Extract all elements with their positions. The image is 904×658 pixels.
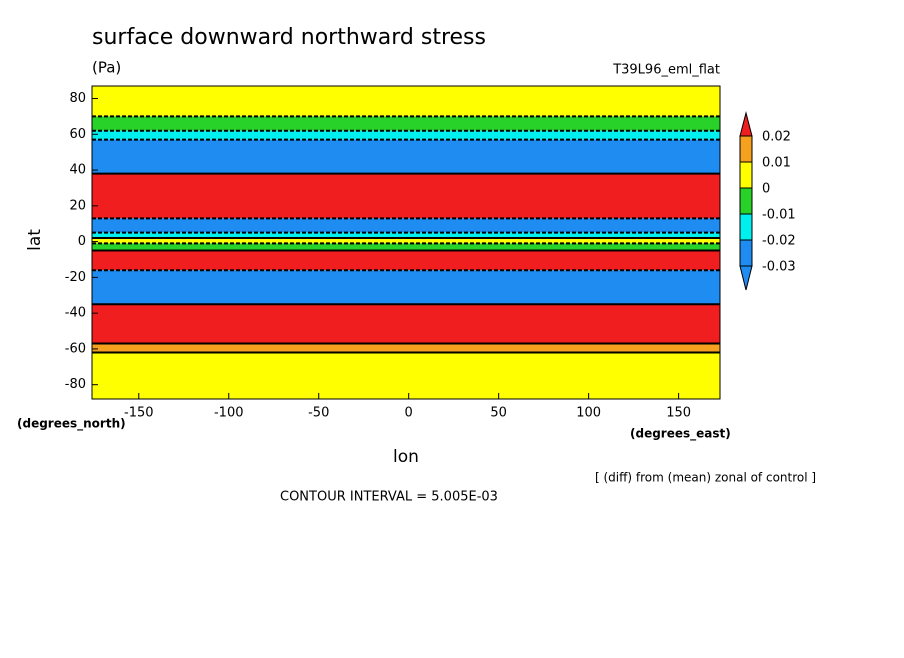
y-tick-label: -20 xyxy=(65,270,86,285)
units: (Pa) xyxy=(92,59,121,77)
colorbar-arrow xyxy=(739,265,753,291)
colorbar-label: 0.01 xyxy=(762,156,791,171)
y-tick-label: 40 xyxy=(69,163,86,178)
x-axis-label: lon xyxy=(393,447,419,467)
contour-band xyxy=(92,139,720,174)
y-tick-label: 20 xyxy=(69,198,86,213)
contour-band xyxy=(92,250,720,271)
colorbar-label: 0 xyxy=(762,182,770,197)
contour-band xyxy=(92,232,720,239)
y-axis-label: lat xyxy=(25,229,45,251)
x-units: (degrees_east) xyxy=(630,427,731,442)
contour-band xyxy=(92,86,720,117)
contour-band xyxy=(92,270,720,305)
plot-frame xyxy=(91,85,721,400)
x-tick-label: 50 xyxy=(490,406,507,421)
y-tick-label: 80 xyxy=(69,91,86,106)
x-tick-label: 100 xyxy=(576,406,601,421)
dataset: T39L96_eml_flat xyxy=(612,63,720,78)
y-tick-label: -40 xyxy=(65,306,86,321)
contour-band xyxy=(92,218,720,233)
contour-band xyxy=(92,116,720,131)
colorbar-segment xyxy=(739,213,753,241)
colorbar-label: -0.02 xyxy=(762,234,796,249)
x-tick-label: -50 xyxy=(308,406,329,421)
contour-band xyxy=(92,304,720,344)
contour-band xyxy=(92,173,720,219)
colorbar-segment xyxy=(739,187,753,215)
note: [ (diff) from (mean) zonal of control ] xyxy=(595,471,816,485)
colorbar-label: -0.03 xyxy=(762,260,796,275)
colorbar-label: 0.02 xyxy=(762,130,791,145)
y-tick-label: -60 xyxy=(65,341,86,356)
y-tick-label: 60 xyxy=(69,127,86,142)
contour-band xyxy=(92,352,720,399)
x-tick-label: 150 xyxy=(666,406,691,421)
colorbar-arrow xyxy=(739,111,753,137)
y-tick-label: -80 xyxy=(65,377,86,392)
contour-band xyxy=(92,130,720,140)
contour-band xyxy=(92,238,720,244)
x-tick-label: -150 xyxy=(124,406,154,421)
colorbar-segment xyxy=(739,239,753,267)
colorbar-label: -0.01 xyxy=(762,208,796,223)
contour-band xyxy=(92,243,720,251)
x-tick-label: -100 xyxy=(214,406,244,421)
chart-title: surface downward northward stress xyxy=(92,25,486,50)
contour-interval: CONTOUR INTERVAL = 5.005E-03 xyxy=(280,490,498,505)
colorbar-segment xyxy=(739,161,753,189)
x-tick-label: 0 xyxy=(405,406,413,421)
y-units: (degrees_north) xyxy=(17,417,126,432)
contour-band xyxy=(92,343,720,353)
colorbar-segment xyxy=(739,135,753,163)
y-tick-label: 0 xyxy=(78,234,86,249)
